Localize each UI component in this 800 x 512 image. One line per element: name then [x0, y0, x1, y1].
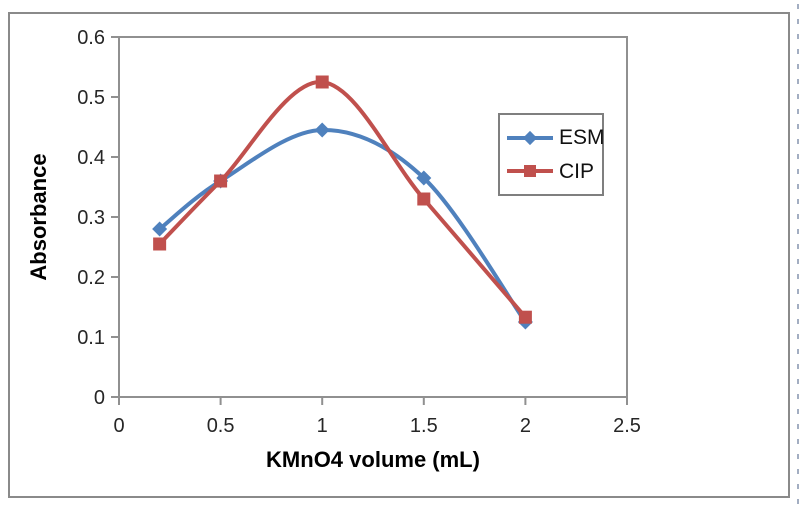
x-axis-tick-label: 2.5: [613, 415, 641, 437]
data-point-square-cip: [153, 237, 167, 251]
x-axis-tick-label: 1.5: [410, 415, 438, 437]
x-axis-tick-label: 0: [113, 415, 124, 437]
data-point-diamond-esm: [152, 221, 168, 237]
y-axis-tick-label: 0.6: [77, 27, 105, 49]
series-line-cip: [157, 79, 528, 320]
x-axis-title: KMnO4 volume (mL): [266, 447, 480, 472]
legend-item-cip: CIP: [507, 161, 602, 182]
data-point-square-cip: [214, 174, 228, 188]
legend-item-esm: ESM: [507, 126, 605, 150]
series-line-esm: [157, 127, 528, 324]
data-point-square-cip: [417, 192, 431, 206]
x-axis-tick-label: 2: [520, 415, 531, 437]
legend-label-esm: ESM: [559, 126, 605, 150]
x-axis-tick-label: 0.5: [207, 415, 235, 437]
y-axis-title: Absorbance: [26, 153, 51, 280]
y-axis-tick-label: 0.3: [77, 207, 105, 229]
y-axis-tick-label: 0.2: [77, 267, 105, 289]
data-point-diamond-esm: [314, 122, 330, 138]
square-marker-icon: [524, 165, 536, 178]
legend[interactable]: ESM CIP: [498, 113, 605, 196]
y-axis-tick-label: 0.1: [77, 327, 105, 349]
cip-line-sample: [507, 165, 553, 178]
data-point-square-cip: [315, 75, 329, 89]
y-axis-tick-label: 0: [94, 387, 105, 409]
legend-label-cip: CIP: [559, 159, 595, 183]
data-point-square-cip: [518, 310, 532, 324]
chart[interactable]: ESM CIP: [8, 12, 790, 498]
x-axis-tick-label: 1: [317, 415, 328, 437]
esm-line-sample: [507, 130, 553, 145]
y-axis-tick-label: 0.4: [77, 147, 105, 169]
document-dashed-border: [797, 4, 799, 508]
y-axis-tick-label: 0.5: [77, 87, 105, 109]
plot-border: [118, 36, 628, 398]
data-point-diamond-esm: [416, 170, 432, 186]
